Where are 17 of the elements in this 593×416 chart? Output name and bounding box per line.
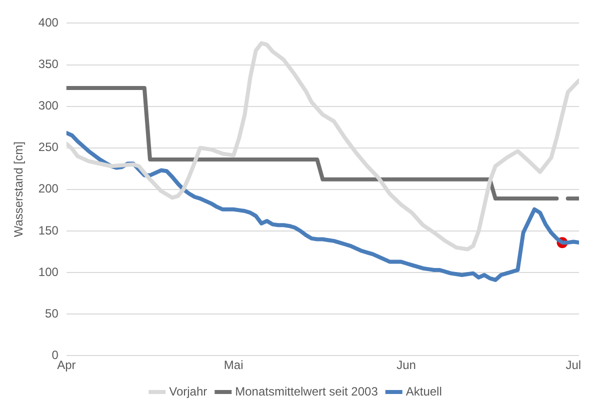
y-tick-label: 50	[45, 306, 59, 320]
y-tick-label: 0	[52, 348, 59, 362]
y-axis-title: Wasserstand [cm]	[12, 142, 26, 238]
y-tick-label: 150	[38, 223, 59, 238]
y-tick-label: 100	[38, 264, 59, 279]
y-tick-label: 300	[38, 98, 59, 113]
y-tick-label: 250	[38, 140, 59, 154]
legend-label: Aktuell	[406, 384, 442, 398]
x-tick-label: Jun	[396, 358, 416, 372]
x-tick-label: Apr	[57, 358, 76, 372]
y-tick-label: 350	[38, 57, 59, 72]
y-tick-label: 400	[38, 16, 59, 30]
y-tick-label: 200	[38, 182, 59, 196]
legend-label: Monatsmittelwert seit 2003	[235, 384, 378, 398]
x-tick-label: Jul	[566, 358, 582, 372]
legend-label: Vorjahr	[169, 384, 208, 398]
x-tick-label: Mai	[224, 358, 244, 372]
